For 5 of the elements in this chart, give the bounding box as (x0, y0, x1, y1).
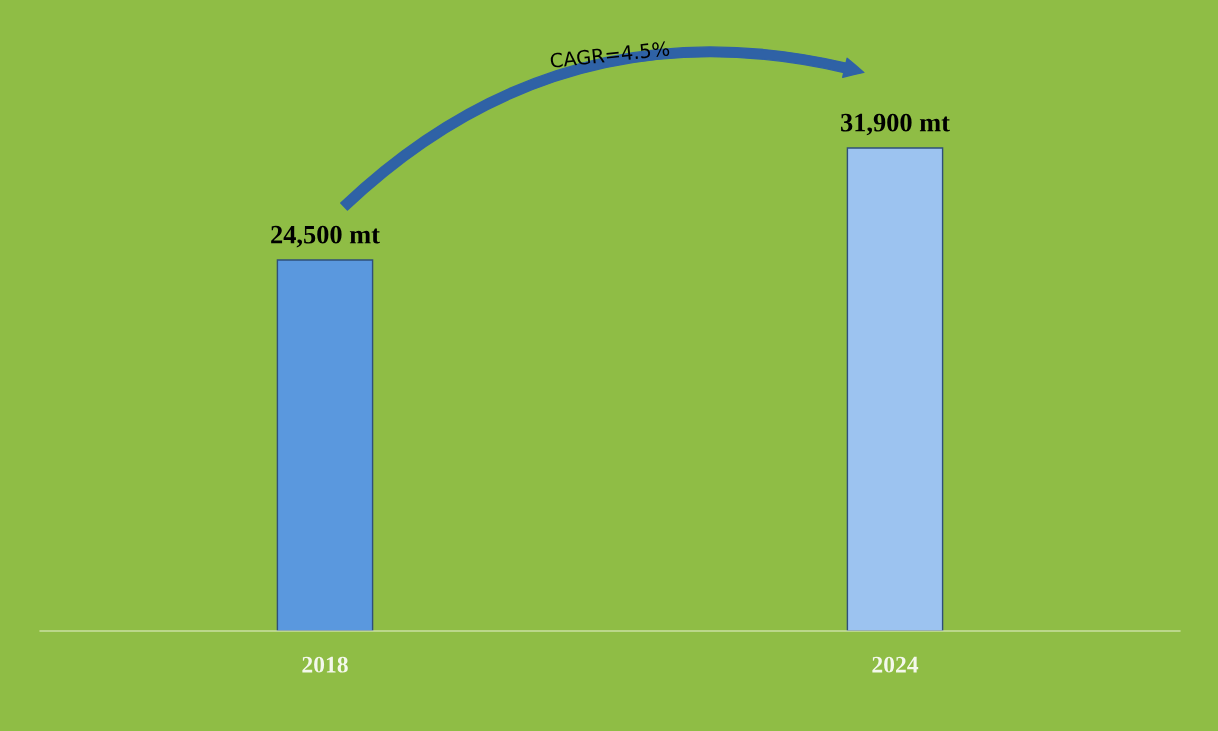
data-label: 31,900 mt (841, 113, 950, 136)
data-label: 24,500 mt (271, 225, 380, 248)
text: CAGR=4.5% (550, 41, 670, 69)
x-tick-label: 2018 (302, 656, 348, 673)
x-tick-label: 2024 (872, 656, 919, 673)
